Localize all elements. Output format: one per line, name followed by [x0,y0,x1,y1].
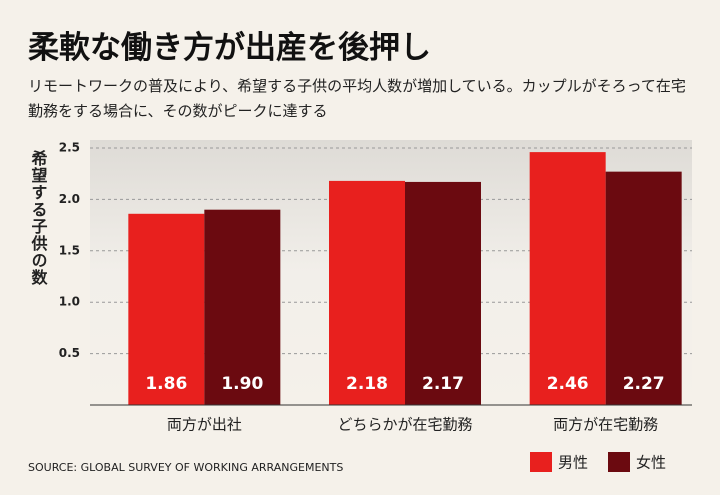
legend-swatch [608,452,630,472]
y-tick-label: 0.5 [59,346,80,360]
bar [128,213,205,405]
x-tick-label: 両方が出社 [167,416,242,434]
source: SOURCE: GLOBAL SURVEY OF WORKING ARRANGE… [28,461,343,474]
bar [204,209,281,405]
bar [605,171,682,405]
chart-subtitle: リモートワークの普及により、希望する子供の平均人数が増加している。カップルがそろ… [28,77,686,120]
bar [529,152,606,405]
y-tick-label: 1.0 [59,295,80,309]
bar [329,180,405,405]
legend-swatch [530,452,552,472]
value-label: 1.90 [221,374,263,394]
x-tick-label: 両方が在宅勤務 [553,416,658,434]
value-label: 2.18 [346,374,388,394]
chart-title: 柔軟な働き方が出産を後押し [28,30,431,66]
value-label: 2.46 [547,374,589,394]
y-tick-label: 2.0 [59,192,80,206]
value-label: 1.86 [145,374,187,394]
bar [405,181,481,405]
value-label: 2.27 [623,374,665,394]
y-tick-label: 1.5 [59,243,80,257]
legend-label: 女性 [636,454,666,472]
y-tick-label: 2.5 [59,141,80,155]
value-label: 2.17 [422,374,464,394]
y-axis-label: 希望する子供の数 [29,149,49,286]
x-tick-label: どちらかが在宅勤務 [337,416,472,434]
legend-label: 男性 [558,454,588,472]
